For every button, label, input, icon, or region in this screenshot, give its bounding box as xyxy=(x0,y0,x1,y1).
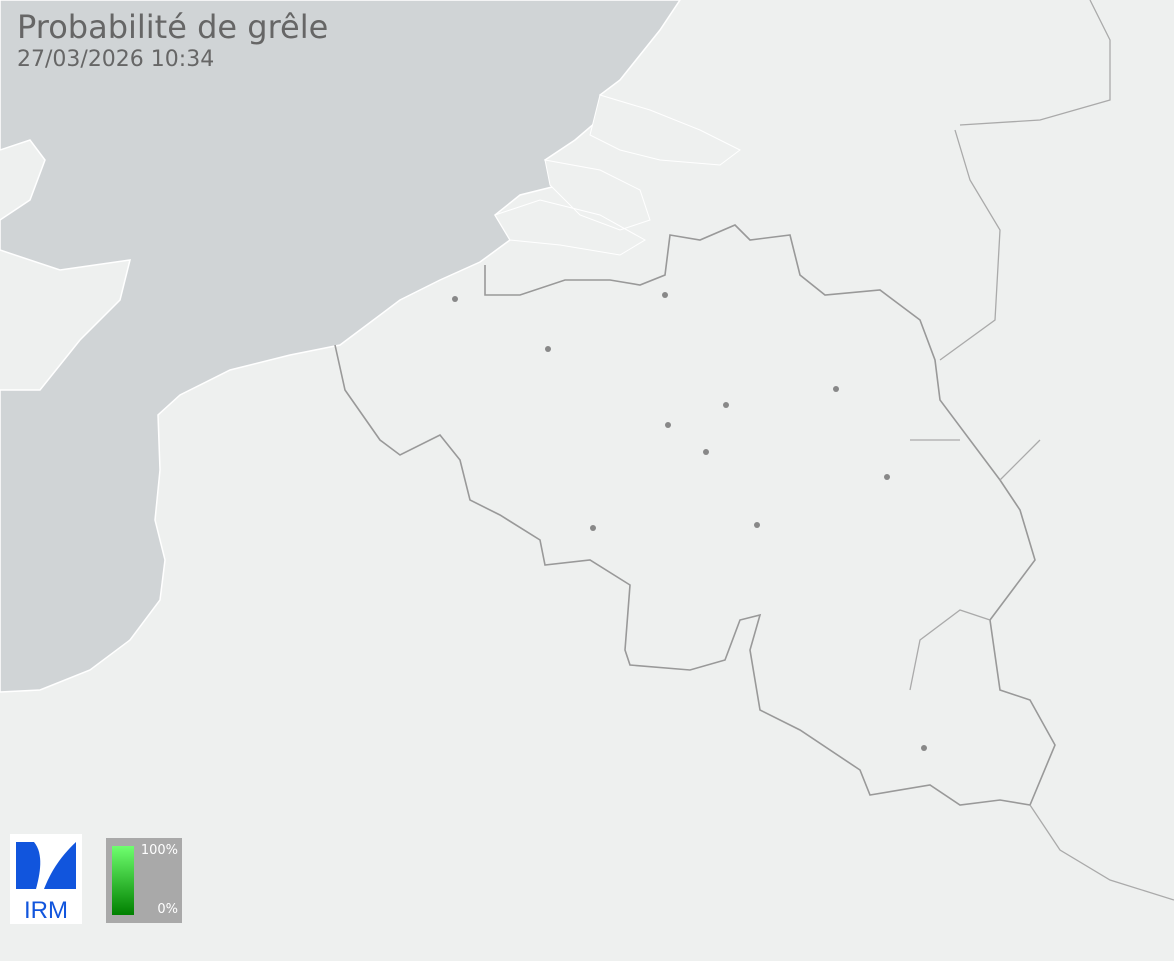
belgium-border xyxy=(334,224,1056,806)
city-dot xyxy=(921,745,927,751)
legend-max-label: 100% xyxy=(140,843,178,858)
city-dot xyxy=(545,346,551,352)
city-dot xyxy=(665,422,671,428)
legend-color-bar xyxy=(112,846,134,915)
map-title: Probabilité de grêle xyxy=(17,8,329,46)
svg-text:IRM: IRM xyxy=(24,897,68,924)
city-dot xyxy=(662,292,668,298)
city-dot xyxy=(590,525,596,531)
city-dots xyxy=(452,292,927,751)
city-dot xyxy=(833,386,839,392)
sea xyxy=(0,0,681,693)
zeeland-islands xyxy=(494,94,741,256)
city-dot xyxy=(884,474,890,480)
city-dot xyxy=(754,522,760,528)
map-timestamp: 27/03/2026 10:34 xyxy=(17,47,215,72)
irm-logo: IRM xyxy=(10,834,82,924)
neighbour-borders xyxy=(909,0,1174,901)
city-dot xyxy=(452,296,458,302)
city-dot xyxy=(703,449,709,455)
probability-legend: 100% 0% xyxy=(106,838,182,923)
city-dot xyxy=(723,402,729,408)
legend-min-label: 0% xyxy=(157,902,178,917)
